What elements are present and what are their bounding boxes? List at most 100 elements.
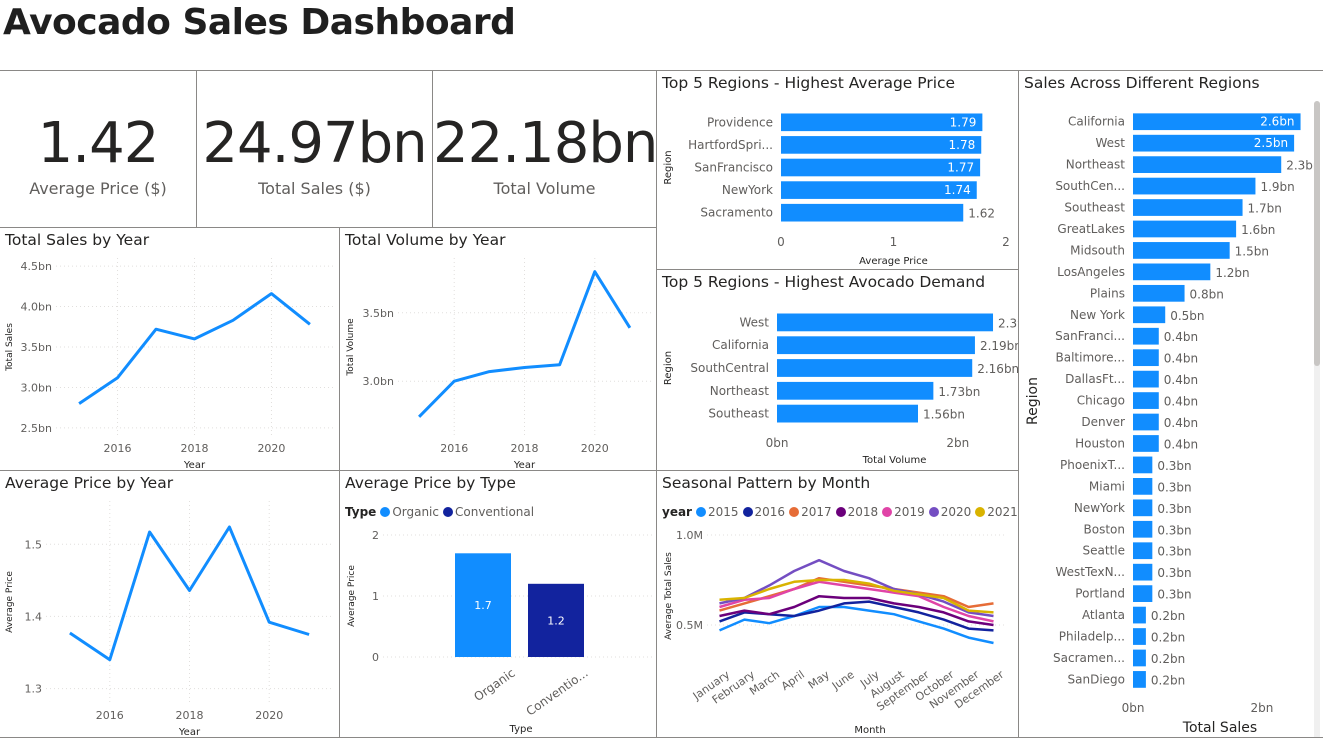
x-tick-label: 2 [1002,235,1010,249]
y-tick-label: 2.5bn [21,422,52,435]
sales-regions-panel[interactable]: Sales Across Different Regions Californi… [1018,70,1323,738]
x-tick-label: 2018 [181,442,209,455]
bar [455,553,511,657]
data-label: 1.7bn [1248,202,1282,216]
x-axis-label: Average Price [859,256,928,267]
data-label: 0.3bn [1157,523,1191,537]
data-label: 0.3bn [1157,566,1191,580]
y-tick-label: 4.0bn [21,301,52,314]
category-label: Southeast [1064,201,1125,215]
category-label: NewYork [1074,501,1125,515]
bar [781,203,964,222]
data-label: 1.74 [944,183,971,197]
kpi-label: Total Volume [493,179,596,198]
data-label: 2.19bn [980,339,1019,353]
category-label: Houston [1075,436,1125,450]
x-tick-label: 1 [890,235,898,249]
category-label: DallasFt... [1065,372,1125,386]
legend-dot [882,507,893,517]
y-tick-label: 1.0M [676,529,703,542]
sales-year-chart: 2.5bn 3.0bn 3.5bn 4.0bn 4.5bn 2016 2018 2020 Yea… [5,258,333,470]
x-tick-label: April [779,668,807,693]
category-label: HartfordSpri... [688,138,773,152]
type-legend: Type Organic Conventional [345,505,538,519]
legend-item-conventional[interactable]: Conventional [443,505,534,519]
x-tick-label: 2bn [1250,701,1273,715]
kpi-card-total-sales[interactable]: 24.97bn Total Sales ($) [196,70,433,228]
year-legend: year 2015 2016 2017 2018 2019 2020 2021 [662,505,1018,519]
kpi-card-average-price[interactable]: 1.42 Average Price ($) [0,70,197,228]
bar [1133,156,1282,173]
x-axis-label: Month [854,725,885,736]
bar [1133,413,1159,431]
y-axis-label: Average Total Sales [664,552,674,640]
data-label: 0.3bn [1157,502,1191,516]
price-type-panel[interactable]: Average Price by Type Type Organic Conve… [339,470,657,738]
scrollbar-thumb[interactable] [1314,101,1320,366]
data-label: 0.3bn [1157,459,1191,473]
data-label: 1.9bn [1260,180,1294,194]
y-tick-label: 3.0bn [363,375,394,388]
category-label: Sacramento [700,206,773,220]
category-label: GreatLakes [1057,222,1125,236]
legend-item-2017[interactable]: 2017 [789,505,832,519]
x-axis-label: Year [513,460,536,471]
data-label: 1.7 [474,599,492,612]
seasonal-panel[interactable]: Seasonal Pattern by Month year 2015 2016 2… [656,470,1019,738]
top5-price-panel[interactable]: Top 5 Regions - Highest Average Price Pr… [656,70,1019,270]
category-label: New York [1070,308,1125,322]
y-tick-label: 1.5 [25,538,43,551]
bar [1133,199,1243,216]
legend-item-2018[interactable]: 2018 [835,505,878,519]
bar [528,583,584,657]
legend-label: 2019 [894,505,925,519]
x-tick-label: 0bn [766,436,789,450]
data-label: 0.2bn [1151,631,1185,645]
kpi-card-total-volume[interactable]: 22.18bn Total Volume [432,70,657,228]
legend-label: 2016 [754,505,786,519]
legend-item-organic[interactable]: Organic [380,505,439,519]
bar [1133,649,1146,667]
data-label: 0.8bn [1190,287,1224,301]
category-label: PhoenixT... [1060,458,1125,472]
category-label: SouthCen... [1055,179,1125,193]
scrollbar[interactable] [1314,101,1320,737]
legend-item-2015[interactable]: 2015 [695,505,739,519]
category-label: LosAngeles [1057,265,1125,279]
chart-title: Top 5 Regions - Highest Avocado Demand [662,273,986,291]
y-axis-label: Region [663,150,674,184]
data-label: 0.2bn [1151,652,1185,666]
volume-year-panel[interactable]: Total Volume by Year 3.0bn 3.5bn 2016 2018 2… [339,227,657,471]
sales-regions-chart: California 2.6bn West 2.5bn Northeast 2.3bn So… [1025,113,1321,736]
kpi-label: Total Sales ($) [258,179,371,198]
data-label: 0.3bn [1157,588,1191,602]
x-tick-label: 2020 [581,442,609,455]
sales-year-panel[interactable]: Total Sales by Year 2.5bn 3.0bn 3.5bn 4.0bn… [0,227,340,471]
bar [1133,263,1211,281]
x-tick-label: May [806,668,832,692]
data-label: 0.4bn [1164,395,1198,409]
y-tick-label: 1 [372,590,379,603]
legend-label: Organic [392,505,439,519]
top5-demand-panel[interactable]: Top 5 Regions - Highest Avocado Demand W… [656,269,1019,471]
legend-item-2020[interactable]: 2020 [928,505,971,519]
x-axis-label: Year [178,727,201,738]
data-label: 1.2 [547,614,565,627]
legend-item-2019[interactable]: 2019 [882,505,925,519]
data-label: 1.79 [950,115,977,129]
data-label: 0.5bn [1170,309,1204,323]
y-tick-label: 1.4 [25,610,43,623]
legend-dot [742,507,753,517]
legend-item-2016[interactable]: 2016 [742,505,786,519]
price-year-panel[interactable]: Average Price by Year 1.3 1.4 1.5 2016 2018 2… [0,470,340,738]
series-line [78,292,311,405]
y-tick-label: 1.3 [25,683,43,696]
data-label: 1.62 [968,207,995,221]
category-label: Miami [1089,479,1125,493]
category-label: Providence [707,115,773,129]
data-label: 1.73bn [938,385,980,399]
kpi-value: 1.42 [37,111,160,176]
legend-item-2021[interactable]: 2021 [975,505,1018,519]
chart-title: Average Price by Year [5,474,174,492]
price-year-chart: 1.3 1.4 1.5 2016 2018 2020 Year Average Price [5,501,333,738]
